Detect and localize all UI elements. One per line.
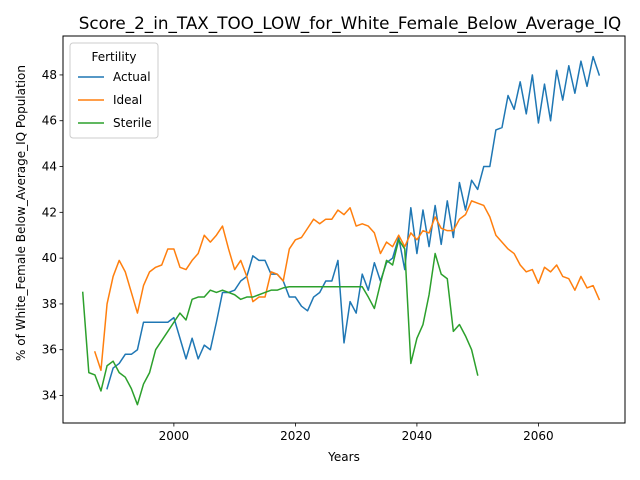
x-tick-label: 2040 (402, 429, 433, 443)
y-tick-label: 40 (42, 251, 57, 265)
y-tick-label: 48 (42, 68, 57, 82)
x-axis-label: Years (327, 450, 360, 464)
legend-label-ideal: Ideal (113, 93, 142, 107)
x-tick-label: 2000 (159, 429, 190, 443)
y-tick-label: 34 (42, 389, 57, 403)
chart-title: Score_2_in_TAX_TOO_LOW_for_White_Female_… (79, 13, 622, 34)
x-tick-label: 2020 (280, 429, 311, 443)
legend-label-actual: Actual (113, 70, 151, 84)
x-tick-label: 2060 (523, 429, 554, 443)
y-tick-label: 44 (42, 160, 57, 174)
y-axis-label: % of White_Female Below_Average_IQ Popul… (14, 65, 28, 361)
y-tick-label: 42 (42, 205, 57, 219)
legend-title: Fertility (91, 50, 136, 64)
y-tick-label: 36 (42, 343, 57, 357)
legend: Fertility Actual Ideal Sterile (70, 43, 158, 138)
y-tick-label: 38 (42, 297, 57, 311)
y-tick-label: 46 (42, 114, 57, 128)
legend-label-sterile: Sterile (113, 116, 152, 130)
